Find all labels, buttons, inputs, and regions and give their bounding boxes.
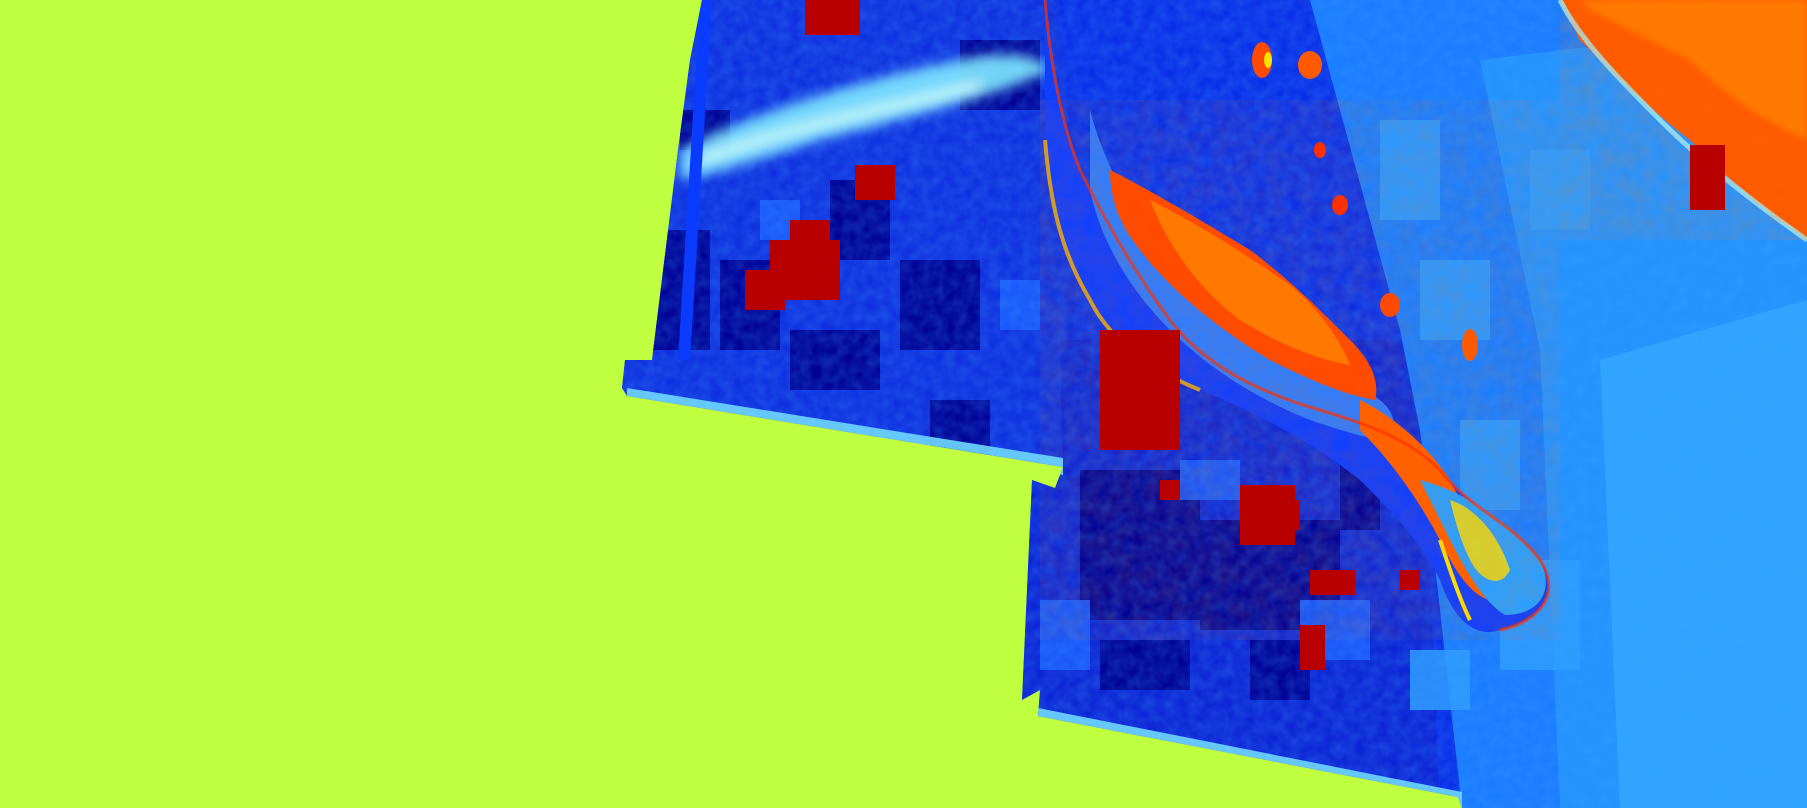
dark-red-patches: [745, 0, 1725, 670]
islands: [1252, 42, 1478, 361]
mainland-coast: [1557, 0, 1807, 243]
peninsula: [1040, 0, 1560, 640]
imagery-swaths: [612, 0, 1807, 808]
cloud-streak: [680, 54, 1050, 180]
